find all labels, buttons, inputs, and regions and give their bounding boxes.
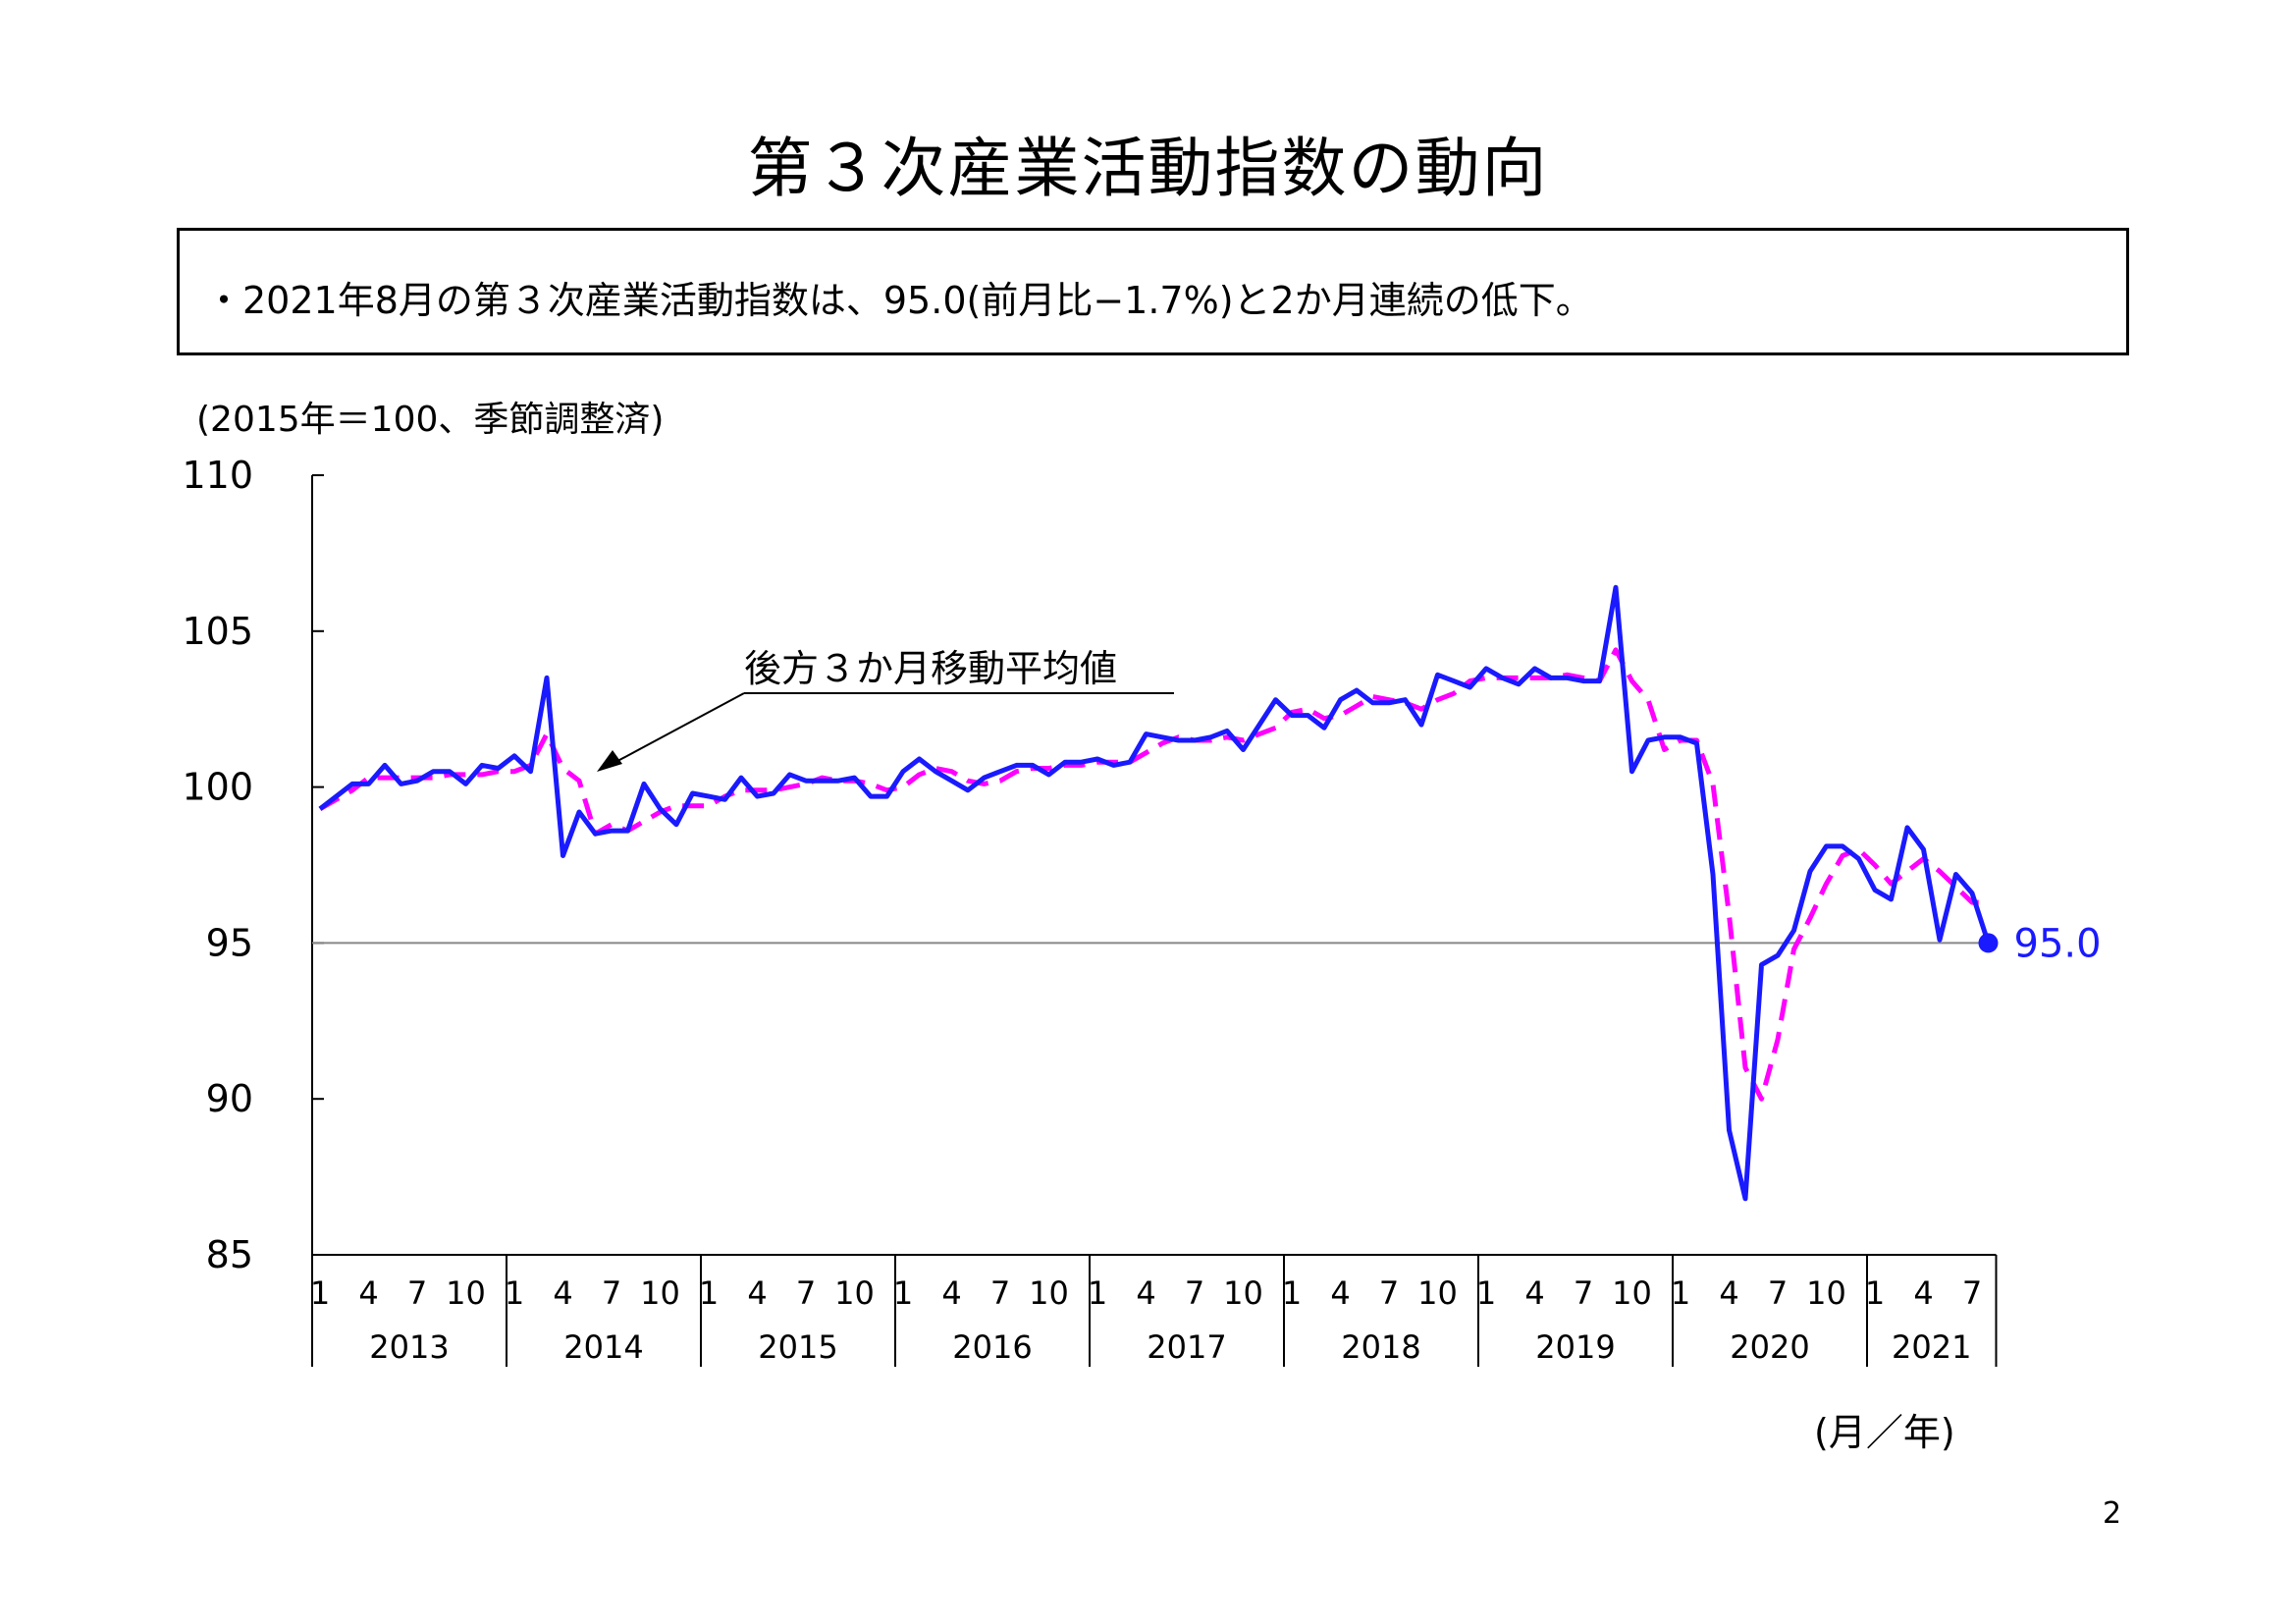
month-tick-label: 1 [699,1274,719,1312]
month-tick-label: 7 [1574,1274,1593,1312]
month-tick-label: 10 [1417,1274,1458,1312]
annotation-group: 後方３か月移動平均値 [597,647,1174,772]
month-tick-label: 4 [1524,1274,1544,1312]
year-label: 2020 [1730,1328,1809,1366]
y-tick-label: 105 [182,610,253,653]
month-tick-label: 7 [1962,1274,1982,1312]
month-tick-label: 4 [1136,1274,1155,1312]
month-tick-label: 7 [1379,1274,1399,1312]
month-tick-label: 7 [407,1274,427,1312]
month-tick-label: 1 [1088,1274,1107,1312]
year-label: 2013 [369,1328,449,1366]
month-tick-label: 4 [747,1274,767,1312]
year-label: 2015 [758,1328,837,1366]
month-tick-label: 4 [553,1274,572,1312]
year-label: 2014 [563,1328,643,1366]
month-tick-label: 4 [358,1274,378,1312]
y-tick-label: 95 [206,921,253,964]
month-tick-label: 7 [990,1274,1010,1312]
moving-average-line [318,647,1989,1102]
month-tick-label: 7 [602,1274,621,1312]
year-label: 2021 [1892,1328,1971,1366]
summary-text: ・2021年8月の第３次産業活動指数は、95.0(前月比−1.7%)と2か月連続… [205,279,1593,322]
month-tick-label: 1 [893,1274,913,1312]
month-tick-label: 10 [834,1274,875,1312]
year-label: 2019 [1535,1328,1615,1366]
last-value-label: 95.0 [2014,921,2102,966]
y-tick-label: 90 [206,1077,253,1120]
month-tick-label: 10 [1029,1274,1069,1312]
last-value-marker [1978,933,1999,953]
month-tick-label: 10 [1806,1274,1846,1312]
annotation-arrowhead [597,750,622,772]
annotation-arrow-line [608,692,745,767]
month-tick-label: 4 [1330,1274,1350,1312]
index-line [318,584,1991,1202]
year-label: 2018 [1341,1328,1420,1366]
month-tick-label: 10 [446,1274,486,1312]
month-tick-label: 1 [1865,1274,1885,1312]
month-tick-label: 4 [1913,1274,1933,1312]
x-axis-unit-label: (月／年) [1814,1411,1955,1454]
y-tick-label: 100 [182,766,253,809]
y-axis-unit-label: (2015年＝100、季節調整済) [196,400,665,440]
year-label: 2017 [1147,1328,1226,1366]
y-tick-label: 85 [206,1233,253,1276]
page-number: 2 [2103,1496,2122,1531]
year-label: 2016 [952,1328,1032,1366]
series-group: 95.0 [318,584,2102,1202]
month-tick-label: 1 [310,1274,330,1312]
summary-box: ・2021年8月の第３次産業活動指数は、95.0(前月比−1.7%)と2か月連続… [177,228,2129,355]
month-tick-label: 10 [1612,1274,1652,1312]
y-tick-label: 110 [182,454,253,497]
month-tick-label: 1 [1476,1274,1496,1312]
month-tick-label: 7 [796,1274,816,1312]
month-tick-label: 10 [640,1274,680,1312]
moving-average-annotation: 後方３か月移動平均値 [744,647,1117,690]
month-tick-label: 1 [1671,1274,1690,1312]
month-tick-label: 10 [1223,1274,1263,1312]
month-tick-label: 7 [1185,1274,1204,1312]
month-tick-label: 1 [505,1274,524,1312]
month-tick-label: 4 [941,1274,961,1312]
month-tick-label: 4 [1719,1274,1738,1312]
month-tick-label: 7 [1768,1274,1788,1312]
page-title: 第３次産業活動指数の動向 [747,131,1549,206]
month-tick-label: 1 [1282,1274,1302,1312]
